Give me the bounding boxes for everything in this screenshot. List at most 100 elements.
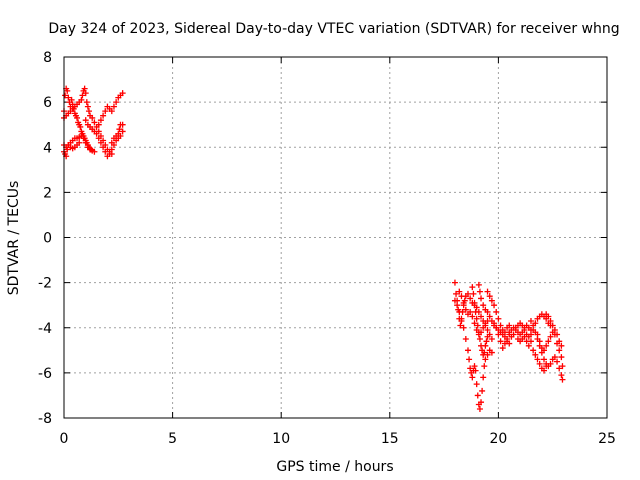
data-point: [467, 365, 474, 372]
data-point: [556, 365, 563, 372]
data-point: [108, 108, 115, 115]
data-point: [532, 351, 539, 358]
data-point: [497, 338, 504, 345]
y-tick-label: 6: [43, 95, 52, 111]
data-point: [102, 148, 109, 155]
data-point: [536, 360, 543, 367]
data-point: [501, 340, 508, 347]
data-point: [488, 349, 495, 356]
data-point: [491, 320, 498, 327]
data-point: [551, 354, 558, 361]
data-point: [472, 308, 479, 315]
data-point: [93, 130, 100, 137]
data-point: [108, 139, 115, 146]
data-point: [100, 112, 107, 119]
y-tick-label: -6: [38, 366, 52, 382]
data-point: [100, 144, 107, 151]
data-point: [84, 103, 91, 110]
grid-lines: [64, 57, 607, 418]
data-point: [504, 336, 511, 343]
data-point: [484, 333, 491, 340]
y-tick-label: 2: [43, 185, 52, 201]
data-point: [462, 306, 469, 313]
data-point: [79, 92, 86, 99]
data-point: [116, 126, 123, 133]
data-point: [530, 347, 537, 354]
x-tick-label: 10: [272, 431, 290, 447]
data-point: [486, 293, 493, 300]
data-point: [110, 103, 117, 110]
data-point: [68, 96, 75, 103]
data-point: [521, 327, 528, 334]
data-point: [478, 295, 485, 302]
data-point: [89, 114, 96, 121]
data-point: [82, 139, 89, 146]
x-tick-label: 5: [168, 431, 177, 447]
data-point: [525, 342, 532, 349]
data-point: [464, 347, 471, 354]
data-point: [558, 342, 565, 349]
data-point: [106, 151, 113, 158]
data-point: [475, 281, 482, 288]
data-point: [506, 322, 513, 329]
data-point: [460, 324, 467, 331]
data-point: [486, 313, 493, 320]
data-point: [119, 121, 126, 128]
y-tick-label: -8: [38, 411, 52, 427]
data-point: [495, 315, 502, 322]
data-point: [499, 345, 506, 352]
data-point: [488, 297, 495, 304]
data-point: [95, 121, 102, 128]
data-point: [74, 114, 81, 121]
data-point: [119, 128, 126, 135]
data-point: [65, 94, 72, 101]
data-point: [510, 331, 517, 338]
data-point: [558, 354, 565, 361]
data-point: [472, 367, 479, 374]
data-point: [471, 363, 478, 370]
data-point: [558, 372, 565, 379]
data-point: [473, 381, 480, 388]
data-point: [499, 327, 506, 334]
x-tick-label: 15: [381, 431, 399, 447]
data-point: [454, 302, 461, 309]
data-point: [457, 322, 464, 329]
data-point: [469, 313, 476, 320]
data-point: [541, 367, 548, 374]
x-tick-label: 0: [60, 431, 69, 447]
data-point: [480, 374, 487, 381]
data-point: [497, 322, 504, 329]
data-point: [484, 288, 491, 295]
data-point: [545, 338, 552, 345]
data-point: [102, 108, 109, 115]
y-tick-label: 8: [43, 50, 52, 66]
data-point: [547, 333, 554, 340]
y-tick-label: -2: [38, 276, 52, 292]
data-point: [543, 342, 550, 349]
data-point: [456, 288, 463, 295]
data-point: [521, 333, 528, 340]
data-point: [462, 336, 469, 343]
data-points: [61, 85, 566, 412]
data-point: [458, 315, 465, 322]
data-point: [534, 331, 541, 338]
data-point: [471, 320, 478, 327]
data-point: [547, 317, 554, 324]
data-point: [82, 90, 89, 97]
x-tick-label: 25: [598, 431, 616, 447]
data-point: [527, 317, 534, 324]
data-point: [97, 117, 104, 124]
data-point: [473, 315, 480, 322]
data-point: [480, 302, 487, 309]
data-point: [473, 304, 480, 311]
data-point: [527, 331, 534, 338]
data-point: [559, 363, 566, 370]
data-point: [478, 313, 485, 320]
y-tick-label: -4: [38, 321, 52, 337]
data-point: [464, 290, 471, 297]
data-point: [506, 329, 513, 336]
data-point: [473, 327, 480, 334]
data-point: [108, 146, 115, 153]
data-point: [480, 324, 487, 331]
